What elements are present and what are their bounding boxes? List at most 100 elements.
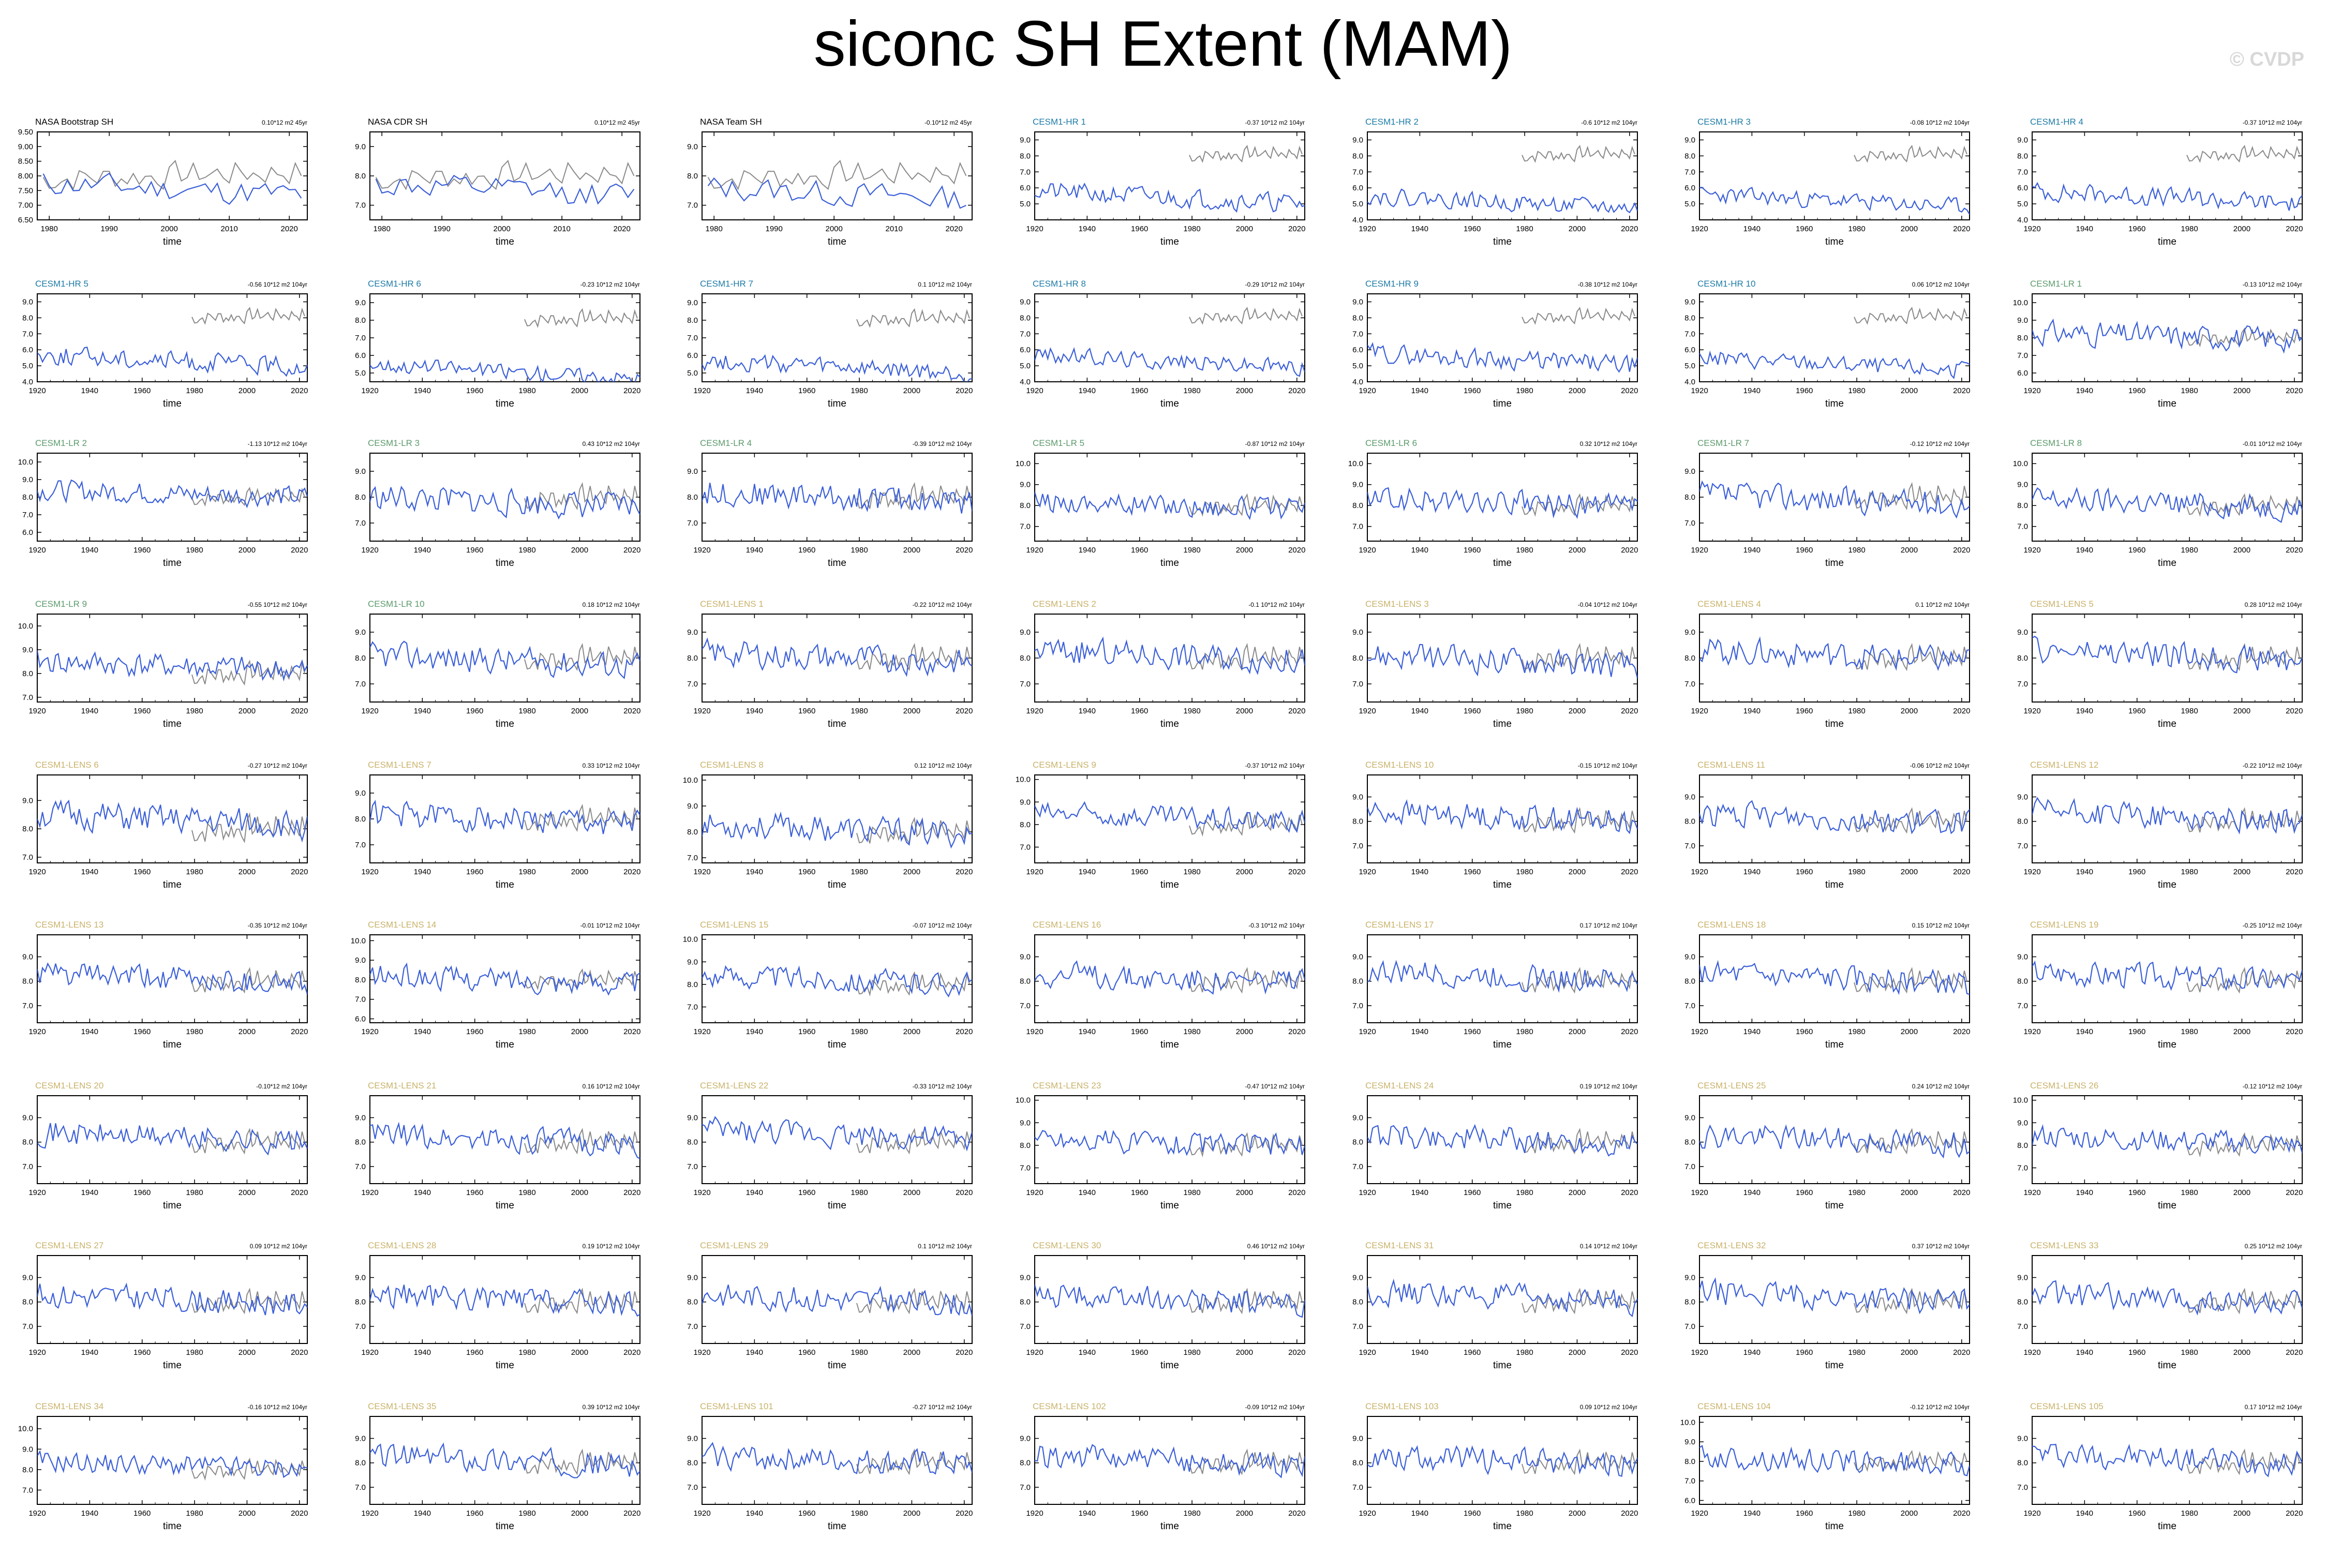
panel: CESM1-LENS 11 -0.06 10*12 m2 104yr 7.0 8.0 9… xyxy=(1684,760,1970,890)
y-tick-label: 9.0 xyxy=(1020,798,1031,807)
x-tick-label: 2000 xyxy=(238,707,256,715)
x-tick-label: 1960 xyxy=(466,1188,483,1197)
y-tick-label: 7.0 xyxy=(1020,168,1031,176)
plot-frame xyxy=(1699,1095,1970,1184)
x-tick-label: 1940 xyxy=(1079,1509,1096,1518)
x-tick-label: 1980 xyxy=(518,868,535,876)
panel-title: CESM1-LENS 22 xyxy=(700,1081,768,1091)
obs-series-line xyxy=(1189,1132,1303,1158)
obs-series-line xyxy=(375,159,635,190)
panel: CESM1-HR 3 -0.08 10*12 m2 104yr 5.0 6.0 7.0 8… xyxy=(1684,117,1970,247)
plot-frame xyxy=(1699,934,1970,1023)
model-series-line xyxy=(702,354,972,382)
x-axis-label: time xyxy=(163,1360,182,1371)
x-tick-label: 1960 xyxy=(1796,868,1813,876)
y-tick-label: 6.0 xyxy=(1684,346,1695,354)
x-tick-label: 1920 xyxy=(1026,546,1043,555)
x-tick-label: 1940 xyxy=(1079,546,1096,555)
x-tick-label: 2020 xyxy=(1288,386,1305,395)
x-tick-label: 2020 xyxy=(956,1509,973,1518)
y-tick-label: 10.0 xyxy=(1016,459,1031,468)
x-tick-label: 1920 xyxy=(28,1188,46,1197)
panel-title: CESM1-LENS 4 xyxy=(1697,599,1761,609)
x-tick-label: 2020 xyxy=(2286,1509,2303,1518)
x-tick-label: 1940 xyxy=(414,546,431,555)
x-tick-label: 1920 xyxy=(693,1509,710,1518)
y-tick-label: 7.0 xyxy=(355,841,366,849)
model-series-line xyxy=(1699,1124,1970,1159)
x-axis-label: time xyxy=(1493,1360,1512,1371)
x-tick-label: 1960 xyxy=(2128,386,2145,395)
plot-frame xyxy=(2032,293,2303,382)
x-tick-label: 2020 xyxy=(1621,386,1638,395)
x-tick-label: 1920 xyxy=(1691,386,1708,395)
x-tick-label: 1980 xyxy=(1516,707,1533,715)
y-tick-label: 8.0 xyxy=(355,976,366,984)
y-tick-label: 8.0 xyxy=(687,1459,698,1468)
panel: CESM1-LENS 104 -0.12 10*12 m2 104yr 6.0 7.0… xyxy=(1680,1401,1971,1532)
y-tick-label: 8.0 xyxy=(1352,817,1363,826)
x-tick-label: 1920 xyxy=(361,707,378,715)
x-axis-label: time xyxy=(496,1521,514,1532)
y-tick-label: 9.0 xyxy=(1684,1114,1695,1123)
plot-frame xyxy=(1367,131,1638,220)
panel: CESM1-LENS 2 -0.1 10*12 m2 104yr 7.0 8.0 9.0… xyxy=(1020,599,1305,729)
x-tick-label: 1960 xyxy=(798,546,815,555)
y-tick-label: 8.0 xyxy=(1020,1298,1031,1307)
panel-title: CESM1-LENS 17 xyxy=(1365,920,1434,930)
x-tick-label: 2020 xyxy=(1953,1188,1970,1197)
x-tick-label: 2000 xyxy=(1901,1348,1918,1357)
y-tick-label: 10.0 xyxy=(1348,459,1363,468)
trend-label: 0.16 10*12 m2 104yr xyxy=(583,1083,640,1090)
x-tick-label: 2000 xyxy=(903,546,920,555)
trend-label: -0.38 10*12 m2 104yr xyxy=(1578,281,1637,288)
x-axis-label: time xyxy=(1160,1521,1179,1532)
trend-label: -0.37 10*12 m2 104yr xyxy=(2243,119,2302,126)
y-tick-label: 9.0 xyxy=(1020,1118,1031,1127)
panel-title: CESM1-LR 3 xyxy=(368,438,420,448)
x-tick-label: 1980 xyxy=(851,386,868,395)
y-tick-label: 9.0 xyxy=(1352,628,1363,637)
model-series-line xyxy=(1367,188,1637,214)
y-tick-label: 6.0 xyxy=(1684,1496,1695,1505)
model-series-line xyxy=(1035,183,1305,213)
y-tick-label: 9.0 xyxy=(1352,1274,1363,1282)
panel-title: CESM1-LR 7 xyxy=(1697,438,1749,448)
x-tick-label: 2020 xyxy=(623,868,640,876)
x-tick-label: 2000 xyxy=(571,1509,588,1518)
model-series-line xyxy=(702,1285,972,1317)
x-tick-label: 1940 xyxy=(1411,1027,1428,1036)
panel-title: CESM1-LENS 11 xyxy=(1697,760,1765,770)
x-tick-label: 1940 xyxy=(414,1027,431,1036)
x-tick-label: 1980 xyxy=(1848,225,1865,233)
obs-series-line xyxy=(856,1448,970,1475)
y-tick-label: 9.0 xyxy=(355,956,366,965)
model-series-line xyxy=(1699,636,1970,671)
y-tick-label: 8.0 xyxy=(687,172,698,181)
y-tick-label: 9.0 xyxy=(355,467,366,476)
x-tick-label: 1960 xyxy=(2128,1027,2145,1036)
panel: CESM1-HR 9 -0.38 10*12 m2 104yr 4.0 5.0 6.0 7… xyxy=(1352,279,1638,409)
x-tick-label: 2020 xyxy=(1953,868,1970,876)
x-tick-label: 1920 xyxy=(1691,1027,1708,1036)
x-tick-label: 1940 xyxy=(746,1348,763,1357)
x-tick-label: 2020 xyxy=(1288,1509,1305,1518)
x-tick-label: 2000 xyxy=(826,225,843,233)
x-tick-label: 1940 xyxy=(1079,1348,1096,1357)
x-tick-label: 1980 xyxy=(851,1509,868,1518)
x-tick-label: 2000 xyxy=(1236,386,1253,395)
panel-title: CESM1-LENS 13 xyxy=(35,920,103,930)
x-tick-label: 1940 xyxy=(1411,1188,1428,1197)
x-axis-label: time xyxy=(1160,558,1179,569)
trend-label: -0.6 10*12 m2 104yr xyxy=(1581,119,1637,126)
y-tick-label: 5.0 xyxy=(355,369,366,378)
y-tick-label: 10.0 xyxy=(2013,298,2028,307)
panel: CESM1-LENS 24 0.19 10*12 m2 104yr 7.0 8.0 9.… xyxy=(1352,1081,1638,1211)
y-tick-label: 9.0 xyxy=(1352,136,1363,144)
x-tick-label: 1920 xyxy=(1691,1188,1708,1197)
x-tick-label: 2020 xyxy=(1953,386,1970,395)
trend-label: 0.32 10*12 m2 104yr xyxy=(1580,440,1637,447)
x-tick-label: 1940 xyxy=(1079,868,1096,876)
y-tick-label: 7.0 xyxy=(22,853,33,862)
x-tick-label: 2020 xyxy=(2286,386,2303,395)
